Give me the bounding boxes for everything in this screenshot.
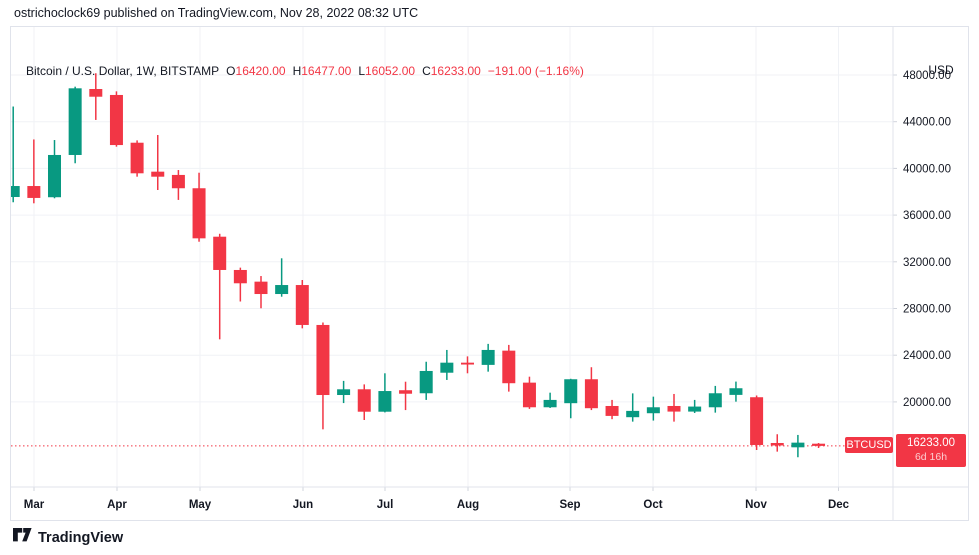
open-label: O <box>226 64 236 78</box>
last-price-tag: 16233.00 6d 16h <box>896 434 966 467</box>
candle-body <box>89 89 103 97</box>
price-axis-label: 48000.00 <box>903 70 951 82</box>
high-label: H <box>292 64 302 78</box>
open-value: 16420.00 <box>235 64 286 78</box>
candle-body <box>750 397 764 445</box>
candle-body <box>378 391 392 412</box>
candle-body <box>646 407 660 414</box>
candle-body <box>440 362 454 373</box>
price-axis-label: 44000.00 <box>903 117 951 129</box>
month-label: Apr <box>107 499 127 511</box>
tradingview-logo-icon <box>13 528 32 547</box>
price-axis-label: 24000.00 <box>903 350 951 362</box>
symbol-tag: BTCUSD <box>845 437 893 453</box>
attribution-text: ostrichoclock69 published on TradingView… <box>14 6 419 20</box>
low-label: L <box>358 64 365 78</box>
candle-body <box>233 269 247 284</box>
last-price-value: 16233.00 <box>907 437 955 449</box>
candle-body <box>151 171 165 177</box>
candle-body <box>27 186 41 198</box>
legend-change: −191.00 (−1.16%) <box>487 64 584 78</box>
close-value: 16233.00 <box>430 64 481 78</box>
month-label: Sep <box>559 499 580 511</box>
chart-legend: Bitcoin / U.S. Dollar, 1W, BITSTAMP O164… <box>26 64 584 78</box>
month-label: Dec <box>828 499 850 511</box>
month-label: Jun <box>293 499 313 511</box>
high-value: 16477.00 <box>301 64 352 78</box>
tradingview-logo[interactable]: TradingView <box>13 528 123 547</box>
candle-body <box>667 405 681 412</box>
bar-countdown: 6d 16h <box>914 451 948 463</box>
candle-body <box>48 154 61 198</box>
candle-body <box>419 370 433 394</box>
candle-body <box>770 442 784 446</box>
price-axis-label: 40000.00 <box>903 163 951 175</box>
legend-close: C16233.00 <box>422 64 481 78</box>
chart-widget: Mar Apr May Jun Jul Aug Sep Oct Nov Dec 48000.00 44… <box>10 26 969 521</box>
low-value: 16052.00 <box>365 64 416 78</box>
legend-high: H16477.00 <box>293 64 352 78</box>
candle-body <box>192 188 206 239</box>
month-label: Aug <box>457 499 479 511</box>
candle-body <box>584 379 598 409</box>
candle-body <box>522 382 536 408</box>
month-label: Nov <box>745 499 767 511</box>
candle-body <box>461 362 474 365</box>
candle-body <box>626 410 640 418</box>
candle-body <box>10 186 20 198</box>
chart-border <box>10 26 969 521</box>
candle-body <box>68 88 82 155</box>
candle-body <box>295 285 309 325</box>
candle-body <box>605 405 619 416</box>
legend-symbol: Bitcoin / U.S. Dollar, 1W, BITSTAMP <box>26 64 220 78</box>
close-label: C <box>422 64 431 78</box>
candle-body <box>399 390 413 394</box>
candle-body <box>130 142 144 174</box>
candle-body <box>688 406 702 412</box>
legend-low: L16052.00 <box>358 64 415 78</box>
candle-body <box>708 393 722 408</box>
legend-open: O16420.00 <box>226 64 285 78</box>
currency-label: USD <box>928 63 954 77</box>
price-axis-label: 28000.00 <box>903 304 951 316</box>
candle-body <box>791 442 805 448</box>
candle-body <box>357 389 371 412</box>
month-label: Mar <box>24 499 45 511</box>
tradingview-logo-text: TradingView <box>38 529 124 546</box>
candle-body <box>812 443 826 446</box>
candle-body <box>502 350 516 384</box>
candlestick-chart: Mar Apr May Jun Jul Aug Sep Oct Nov Dec 48000.00 44… <box>10 26 969 521</box>
candle-body <box>337 389 351 396</box>
month-label: Jul <box>377 499 394 511</box>
price-axis-label: 36000.00 <box>903 210 951 222</box>
month-label: May <box>189 499 212 511</box>
candle-body <box>316 324 330 396</box>
candle-body <box>729 388 743 395</box>
candle-body <box>275 285 289 295</box>
candle-body <box>171 174 185 189</box>
price-axis-label: 20000.00 <box>903 397 951 409</box>
candle-body <box>254 281 268 295</box>
candle-body <box>213 236 227 270</box>
candle-body <box>564 379 578 404</box>
candle-body <box>109 94 123 146</box>
candle-body <box>481 349 495 365</box>
candle-body <box>543 399 557 408</box>
month-label: Oct <box>643 499 662 511</box>
price-axis-label: 32000.00 <box>903 257 951 269</box>
